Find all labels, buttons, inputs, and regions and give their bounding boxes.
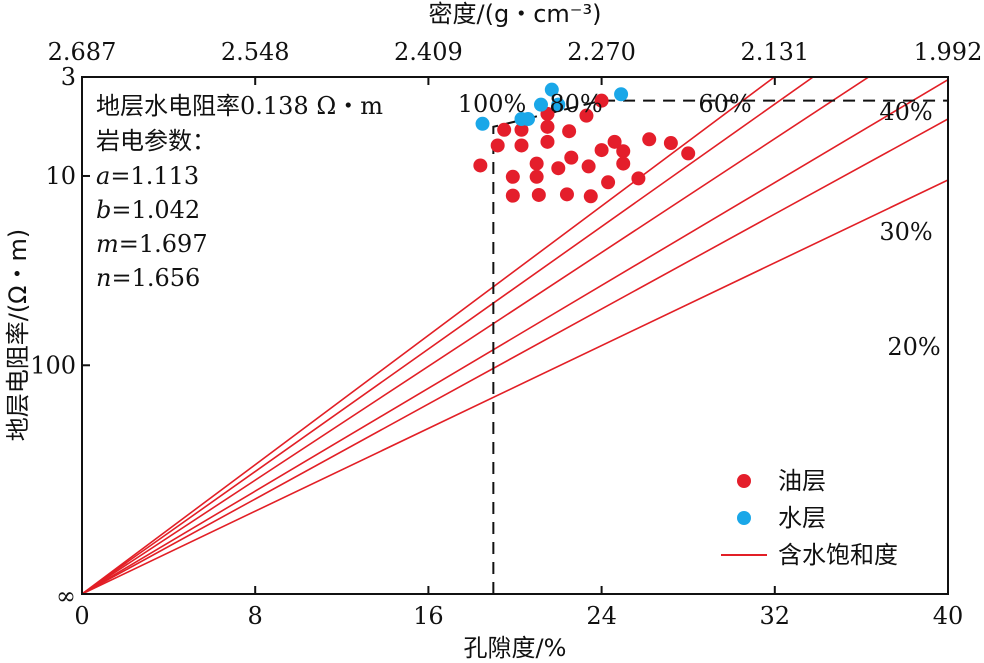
oil-point [497,122,512,137]
oil-point [663,136,678,151]
legend: 油层 水层 含水饱和度 [721,467,898,569]
x-axis-ticks: 0 8 16 24 32 40 [74,586,963,630]
top-tick-label: 2.687 [48,38,117,66]
y-tick-label: 3 [61,63,76,91]
saturation-label: 80% [549,90,602,118]
annotation-param: b=1.042 [96,196,200,224]
oil-point [564,150,579,165]
oil-point [529,169,544,184]
oil-point [607,134,622,149]
y-tick-label: 100 [30,351,76,379]
saturation-labels: 100% 80% 60% 40% 30% 20% [458,90,941,361]
x-axis-title: 孔隙度/% [464,634,567,662]
x-tick-label: 32 [760,602,791,630]
annotation-params-title: 岩电参数： [96,127,216,155]
top-tick-label: 2.409 [394,38,463,66]
x-tick-label: 0 [74,602,89,630]
water-point [475,116,490,131]
oil-point [594,93,609,108]
saturation-line [82,77,776,594]
oil-point [616,156,631,171]
data-points [473,82,696,204]
top-tick-label: 2.131 [740,38,809,66]
top-axis-ticks: 2.687 2.548 2.409 2.270 2.131 1.992 [48,38,983,85]
annotation-param: n=1.656 [96,264,200,292]
saturation-line [82,79,948,594]
x-tick-label: 40 [933,602,964,630]
oil-point [594,143,609,158]
top-tick-label: 2.270 [567,38,636,66]
water-point [614,87,629,102]
oil-point [529,156,544,171]
oil-point [562,124,577,139]
oil-point [540,119,555,134]
water-point [533,97,548,112]
saturation-label: 100% [458,90,527,118]
oil-point [559,187,574,202]
oil-point [531,187,546,202]
oil-point [473,158,488,173]
annotation-param: m=1.697 [96,230,208,258]
oil-point [601,175,616,190]
saturation-line [82,77,815,594]
x-tick-label: 8 [248,602,263,630]
saturation-line [82,118,948,594]
oil-point [579,108,594,123]
top-tick-label: 1.992 [914,38,983,66]
saturation-line [82,179,948,594]
saturation-line [82,77,871,594]
annotation-param: a=1.113 [96,162,199,190]
water-point [551,97,566,112]
oil-point [551,161,566,176]
oil-point [490,138,505,153]
oil-point [616,144,631,159]
annotation-params: a=1.113 b=1.042 m=1.697 n=1.656 [96,162,208,292]
legend-saturation-label: 含水饱和度 [778,541,898,569]
top-tick-label: 2.548 [221,38,290,66]
oil-point [681,146,696,161]
oil-point [514,138,529,153]
oil-point [505,188,520,203]
saturation-label: 40% [879,98,932,126]
oil-point [642,132,657,147]
water-point [544,82,559,97]
oil-point [540,134,555,149]
y-tick-label: ∞ [56,582,76,610]
legend-oil-label: 油层 [778,467,826,495]
legend-water-label: 水层 [778,504,826,532]
y-axis-ticks: 3 10 100 ∞ [30,63,90,610]
saturation-label: 20% [887,333,940,361]
oil-point [514,122,529,137]
x-tick-label: 24 [586,602,617,630]
saturation-label: 60% [698,90,751,118]
legend-oil-marker [737,474,751,488]
x-tick-label: 16 [413,602,444,630]
saturation-lines [82,77,948,594]
annotation-box: 地层水电阻率0.138 Ω・m 岩电参数： a=1.113 b=1.042 m=1.… [96,92,383,292]
oil-point [631,171,646,186]
oil-point [583,189,598,204]
y-axis-title: 地层电阻率/(Ω・m) [4,229,32,442]
plot-frame [81,76,949,595]
legend-water-marker [737,511,751,525]
top-axis-title: 密度/(g・cm⁻³) [429,0,602,28]
y-tick-label: 10 [45,162,76,190]
oil-point [505,169,520,184]
saturation-label: 30% [879,218,932,246]
oil-point [581,159,596,174]
annotation-water-resistivity: 地层水电阻率0.138 Ω・m [96,92,383,120]
water-point [520,111,535,126]
